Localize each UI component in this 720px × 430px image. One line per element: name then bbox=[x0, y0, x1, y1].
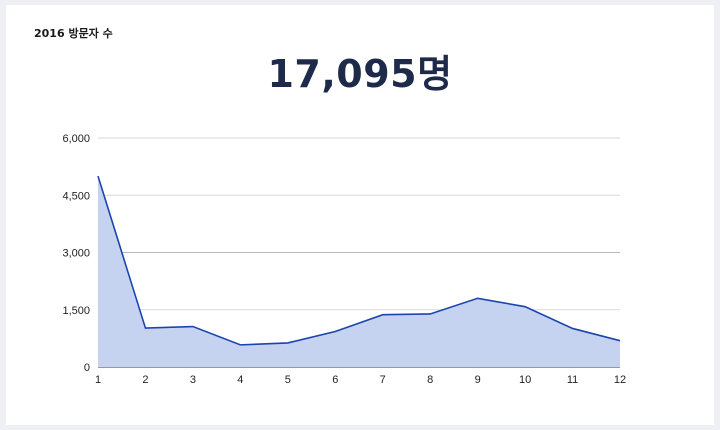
total-visitors-metric: 17,095명 bbox=[267, 52, 453, 96]
x-axis-ticks: 1 2 3 4 5 6 7 8 9 10 11 12 bbox=[95, 374, 626, 386]
x-tick-label: 2 bbox=[142, 374, 148, 386]
y-tick-label: 0 bbox=[84, 362, 90, 374]
x-tick-label: 12 bbox=[614, 374, 626, 386]
series-area-fill bbox=[98, 176, 620, 367]
y-tick-label: 6,000 bbox=[62, 133, 90, 145]
x-tick-label: 1 bbox=[95, 374, 101, 386]
y-tick-label: 3,000 bbox=[62, 248, 90, 260]
y-tick-label: 1,500 bbox=[62, 305, 90, 317]
series-line bbox=[97, 175, 621, 346]
x-tick-label: 3 bbox=[190, 374, 196, 386]
x-tick-label: 4 bbox=[237, 374, 243, 386]
x-tick-label: 8 bbox=[427, 374, 433, 386]
series-area bbox=[97, 175, 621, 367]
x-tick-label: 5 bbox=[285, 374, 291, 386]
x-tick-label: 6 bbox=[332, 374, 338, 386]
y-tick-label: 4,500 bbox=[62, 190, 90, 202]
x-tick-label: 10 bbox=[519, 374, 531, 386]
x-tick-label: 9 bbox=[475, 374, 481, 386]
x-tick-label: 11 bbox=[567, 374, 578, 386]
card-title: 2016 방문자 수 bbox=[34, 27, 113, 40]
y-axis-ticks: 0 1,500 3,000 4,500 6,000 bbox=[62, 133, 90, 374]
x-tick-label: 7 bbox=[380, 374, 386, 386]
